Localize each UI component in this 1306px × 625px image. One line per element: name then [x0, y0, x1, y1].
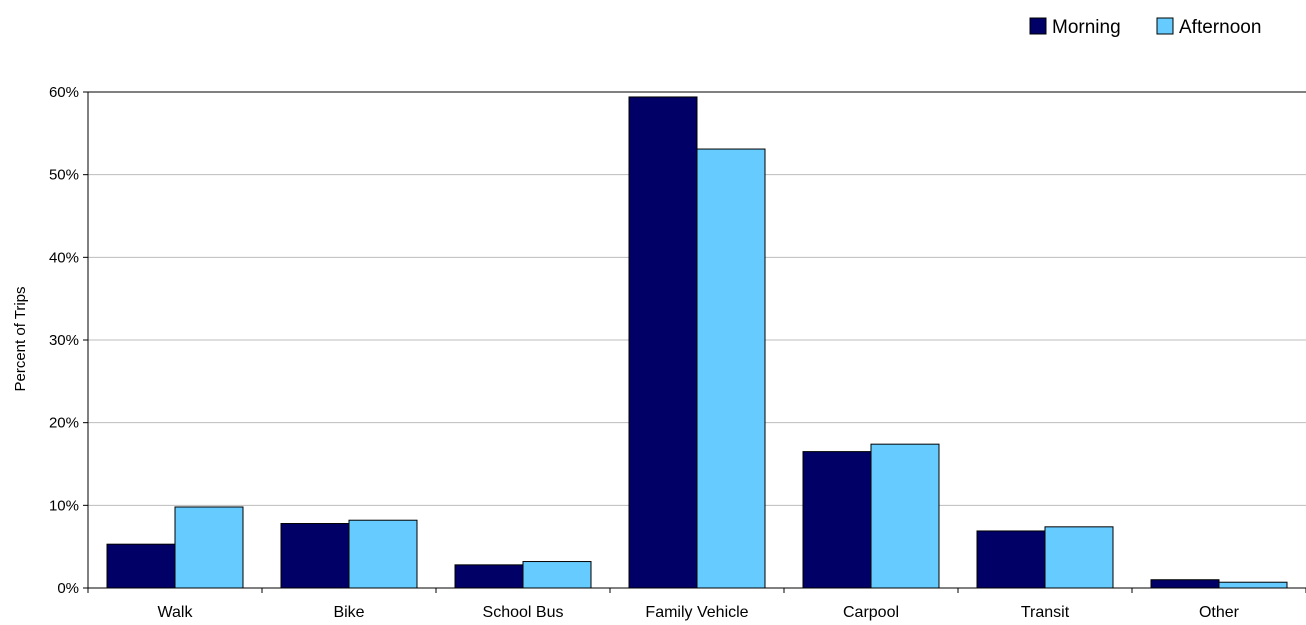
- bar-afternoon-transit: [1044, 526, 1114, 589]
- y-tick-label: 20%: [49, 415, 79, 432]
- bar-afternoon-school-bus: [522, 561, 592, 589]
- x-category-labels: Walk Bike School Bus Family Vehicle Carpool T…: [158, 604, 1240, 621]
- bar-afternoon-other: [1218, 581, 1288, 589]
- x-category-label: School Bus: [483, 604, 564, 621]
- y-tick-label: 30%: [49, 332, 79, 349]
- y-tick-label: 10%: [49, 497, 79, 514]
- legend-label-afternoon: Afternoon: [1179, 17, 1261, 38]
- bar-afternoon-bike: [348, 519, 418, 589]
- bar-morning-school-bus: [454, 564, 524, 589]
- bar-morning-carpool: [802, 451, 872, 589]
- y-tick-label: 50%: [49, 167, 79, 184]
- x-category-label: Carpool: [843, 604, 899, 621]
- bar-morning-walk: [106, 543, 176, 589]
- x-category-label: Bike: [333, 604, 364, 621]
- x-category-label: Other: [1199, 604, 1240, 621]
- bar-morning-other: [1150, 579, 1220, 589]
- bar-afternoon-family-vehicle: [696, 148, 766, 589]
- bars: [106, 96, 1288, 589]
- bar-morning-transit: [976, 530, 1046, 589]
- bar-morning-family-vehicle: [628, 96, 698, 589]
- x-category-label: Transit: [1021, 604, 1070, 621]
- bar-morning-bike: [280, 523, 350, 589]
- legend-label-morning: Morning: [1052, 17, 1121, 38]
- y-tick-label: 0%: [57, 580, 79, 597]
- axes: [83, 91, 1306, 593]
- y-tick-label: 40%: [49, 249, 79, 266]
- y-axis-title: Percent of Trips: [12, 286, 29, 391]
- x-category-label: Family Vehicle: [645, 604, 748, 621]
- x-category-label: Walk: [158, 604, 194, 621]
- legend: Morning Afternoon: [1029, 17, 1261, 38]
- y-tick-labels: 0% 10% 20% 30% 40% 50% 60%: [49, 84, 79, 597]
- bar-afternoon-walk: [174, 506, 244, 589]
- legend-swatch-morning: [1029, 17, 1047, 35]
- legend-swatch-afternoon: [1156, 17, 1174, 35]
- bar-afternoon-carpool: [870, 443, 940, 589]
- y-tick-label: 60%: [49, 84, 79, 101]
